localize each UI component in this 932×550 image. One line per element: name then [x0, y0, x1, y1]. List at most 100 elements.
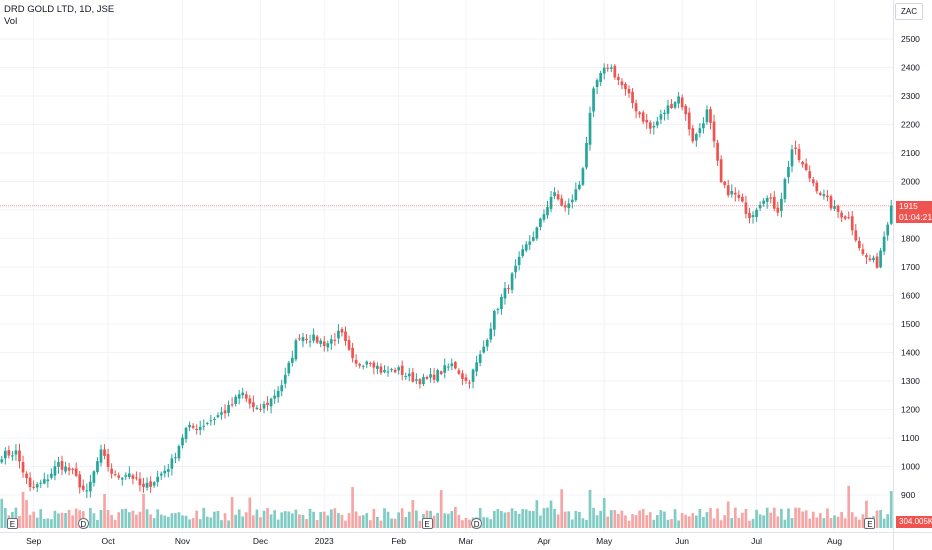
candle-body — [847, 217, 851, 219]
candle-body — [57, 462, 60, 467]
volume-bar — [252, 515, 255, 528]
volume-bar — [181, 515, 184, 528]
volume-bar — [248, 497, 252, 528]
volume-bar — [726, 501, 730, 528]
candle-body — [666, 105, 670, 114]
candle-body — [418, 379, 422, 385]
candle-body — [340, 329, 344, 333]
volume-bar — [376, 516, 379, 528]
candle-body — [461, 373, 464, 379]
candle-body — [276, 390, 280, 398]
volume-bar — [106, 510, 110, 528]
candle-body — [7, 450, 11, 456]
volume-bar — [758, 514, 762, 528]
candle-body — [560, 198, 564, 206]
candle-body — [291, 357, 294, 363]
volume-bar — [783, 519, 787, 528]
earnings-event-icon[interactable]: E — [864, 518, 876, 529]
volume-bar — [556, 514, 560, 528]
volume-bar — [755, 509, 758, 528]
candle-body — [255, 407, 259, 409]
volume-bar — [195, 510, 199, 528]
candle-body — [308, 341, 312, 343]
volume-bar — [110, 515, 113, 528]
volume-bar — [0, 498, 4, 528]
candle-body — [797, 148, 801, 161]
candle-body — [510, 273, 514, 290]
candle-body — [563, 205, 567, 208]
candle-body — [631, 91, 634, 104]
candle-body — [857, 240, 861, 248]
volume-bar — [159, 514, 163, 528]
volume-bar — [748, 520, 751, 528]
volume-bar — [333, 508, 337, 528]
volume-bar — [641, 509, 645, 528]
volume-bar — [680, 513, 684, 528]
candle-body — [627, 88, 631, 94]
candle-body — [471, 369, 475, 382]
volume-bar — [354, 511, 358, 528]
candle-body — [329, 339, 333, 344]
volume-bar — [57, 513, 60, 528]
dividend-event-icon[interactable]: D — [77, 518, 89, 529]
volume-bar — [570, 519, 574, 528]
y-tick-label: 1200 — [901, 405, 920, 415]
candle-body — [609, 67, 613, 69]
volume-bar — [574, 510, 578, 528]
y-tick-label: 1300 — [901, 376, 920, 386]
candle-body — [680, 97, 684, 108]
volume-bar — [730, 518, 734, 528]
earnings-event-icon[interactable]: E — [421, 518, 433, 529]
candle-body — [585, 142, 588, 168]
x-tick-label: Oct — [101, 536, 115, 546]
dividend-event-icon[interactable]: D — [471, 518, 483, 529]
candle-body — [42, 479, 46, 484]
volume-indicator-label[interactable]: Vol — [4, 16, 18, 27]
candle-body — [390, 369, 393, 371]
candle-body — [361, 365, 365, 367]
volume-bar — [42, 518, 46, 528]
volume-bar — [744, 508, 748, 528]
volume-bar — [889, 490, 893, 528]
volume-bar — [393, 518, 397, 528]
candle-body — [14, 450, 18, 455]
volume-bar — [305, 519, 308, 528]
volume-bar — [691, 513, 695, 528]
candle-body — [181, 437, 184, 446]
candle-body — [741, 196, 744, 202]
volume-bar — [581, 518, 585, 528]
candle-body — [549, 196, 553, 209]
candle-body — [407, 373, 411, 377]
earnings-event-icon[interactable]: E — [6, 518, 18, 529]
candle-body — [794, 147, 797, 149]
candle-body — [524, 244, 528, 251]
candle-body — [730, 190, 734, 195]
currency-button[interactable]: ZAC — [895, 3, 923, 20]
volume-bar — [454, 506, 457, 528]
volume-bar — [244, 512, 248, 528]
candle-body — [758, 205, 762, 209]
candle-body — [89, 481, 92, 492]
candle-body — [620, 81, 624, 86]
volume-bar — [322, 511, 326, 528]
candle-body — [53, 466, 57, 476]
volume-bar — [372, 508, 376, 528]
candle-body — [46, 479, 50, 482]
candle-body — [698, 128, 702, 133]
volume-bar — [436, 513, 439, 528]
candle-body — [663, 112, 666, 114]
volume-bar — [273, 510, 276, 528]
symbol-title: DRD GOLD LTD, 1D, JSE — [4, 4, 115, 15]
candle-body — [454, 362, 457, 369]
volume-bar — [237, 509, 241, 528]
volume-bar — [698, 509, 702, 528]
candle-body — [787, 166, 790, 178]
candle-body — [634, 103, 638, 112]
candle-body — [202, 425, 206, 427]
volume-bar — [666, 519, 670, 528]
candle-body — [652, 126, 656, 128]
candle-body — [780, 198, 783, 211]
volume-bar — [28, 514, 32, 528]
volume-bar — [585, 520, 588, 528]
